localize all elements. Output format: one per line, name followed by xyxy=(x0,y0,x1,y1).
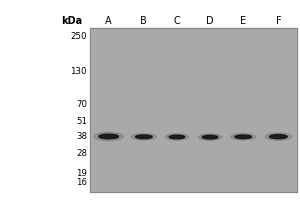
Text: 28: 28 xyxy=(76,149,87,158)
Text: 130: 130 xyxy=(70,67,87,76)
Text: 16: 16 xyxy=(76,178,87,187)
Text: B: B xyxy=(140,16,147,26)
Text: 19: 19 xyxy=(76,169,87,178)
Text: kDa: kDa xyxy=(61,16,82,26)
Text: 70: 70 xyxy=(76,100,87,109)
Text: 38: 38 xyxy=(76,132,87,141)
Text: 250: 250 xyxy=(70,32,87,41)
Text: A: A xyxy=(105,16,112,26)
Text: D: D xyxy=(206,16,214,26)
Text: E: E xyxy=(240,16,246,26)
Text: C: C xyxy=(174,16,180,26)
Text: 51: 51 xyxy=(76,117,87,126)
Text: F: F xyxy=(276,16,281,26)
